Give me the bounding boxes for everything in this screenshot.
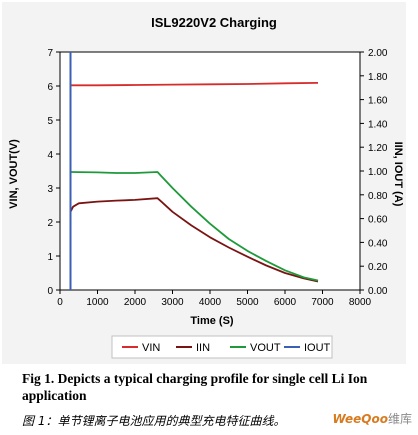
y2-tick-label: 0.00 — [368, 286, 388, 297]
y-tick-label: 0 — [47, 286, 53, 297]
y-tick-label: 1 — [47, 252, 53, 263]
y-tick-label: 4 — [47, 150, 53, 161]
y2-tick-label: 1.20 — [368, 143, 388, 154]
y-tick-label: 2 — [47, 218, 53, 229]
y-axis-label: VIN, VOUT(V) — [8, 139, 20, 209]
watermark-suffix: 维库 — [387, 412, 412, 426]
y2-tick-label: 1.80 — [368, 72, 388, 83]
x-axis-label: Time (S) — [190, 315, 234, 327]
x-tick-label: 6000 — [274, 297, 297, 308]
watermark: WeeQoo维库 — [333, 410, 412, 427]
y2-tick-label: 1.60 — [368, 96, 388, 107]
plot-area — [59, 51, 361, 291]
y2-tick-label: 0.60 — [368, 215, 388, 226]
series-vout-line — [70, 171, 319, 282]
y-tick-label: 5 — [47, 116, 53, 127]
figure-caption-chinese: 图 1：单节锂离子电池应用的典型充电特征曲线。 — [22, 414, 286, 428]
legend-label-vout: VOUT — [250, 342, 281, 354]
chart-figure: ISL9220V2 Charging 0 1000 2000 3000 4000 5000… — [2, 2, 406, 364]
x-tick-label: 1000 — [86, 297, 109, 308]
legend-box — [111, 335, 333, 359]
x-tick-label: 3000 — [161, 297, 184, 308]
y-tick-label: 3 — [47, 184, 53, 195]
x-tick-label: 5000 — [236, 297, 259, 308]
series-iin-line — [69, 197, 319, 283]
x-tick-label: 8000 — [349, 297, 372, 308]
y2-tick-label: 0.80 — [368, 191, 388, 202]
x-tick-label: 2000 — [124, 297, 147, 308]
y2-tick-label: 2.00 — [368, 48, 388, 59]
plot-frame — [59, 51, 361, 291]
chart-title: ISL9220V2 Charging — [151, 15, 277, 30]
x-tick-label: 4000 — [199, 297, 222, 308]
tick-layer: 0 1000 2000 3000 4000 5000 6000 7000 8000 0 1 2 3 4 5 6… — [47, 48, 387, 308]
legend-label-iout: IOUT — [304, 342, 331, 354]
y2-axis-label: IIN, IOUT (A) — [392, 142, 404, 207]
series-vin-line — [70, 82, 319, 87]
y2-tick-label: 0.40 — [368, 238, 388, 249]
y-tick-label: 7 — [47, 48, 53, 59]
watermark-brand: WeeQoo — [332, 412, 388, 426]
series-layer — [69, 52, 319, 290]
x-tick-label: 0 — [57, 297, 63, 308]
chart-svg: ISL9220V2 Charging 0 1000 2000 3000 4000 5000… — [8, 15, 404, 359]
y2-tick-label: 1.40 — [368, 119, 388, 130]
legend-label-iin: IIN — [196, 342, 210, 354]
y2-tick-label: 0.20 — [368, 262, 388, 273]
figure-caption: Fig 1. Depicts a typical charging profil… — [22, 371, 368, 403]
y-tick-label: 6 — [47, 82, 53, 93]
x-tick-label: 7000 — [311, 297, 334, 308]
legend: VIN IIN VOUT IOUT — [122, 342, 331, 354]
legend-label-vin: VIN — [142, 342, 160, 354]
y2-tick-label: 1.00 — [368, 167, 388, 178]
